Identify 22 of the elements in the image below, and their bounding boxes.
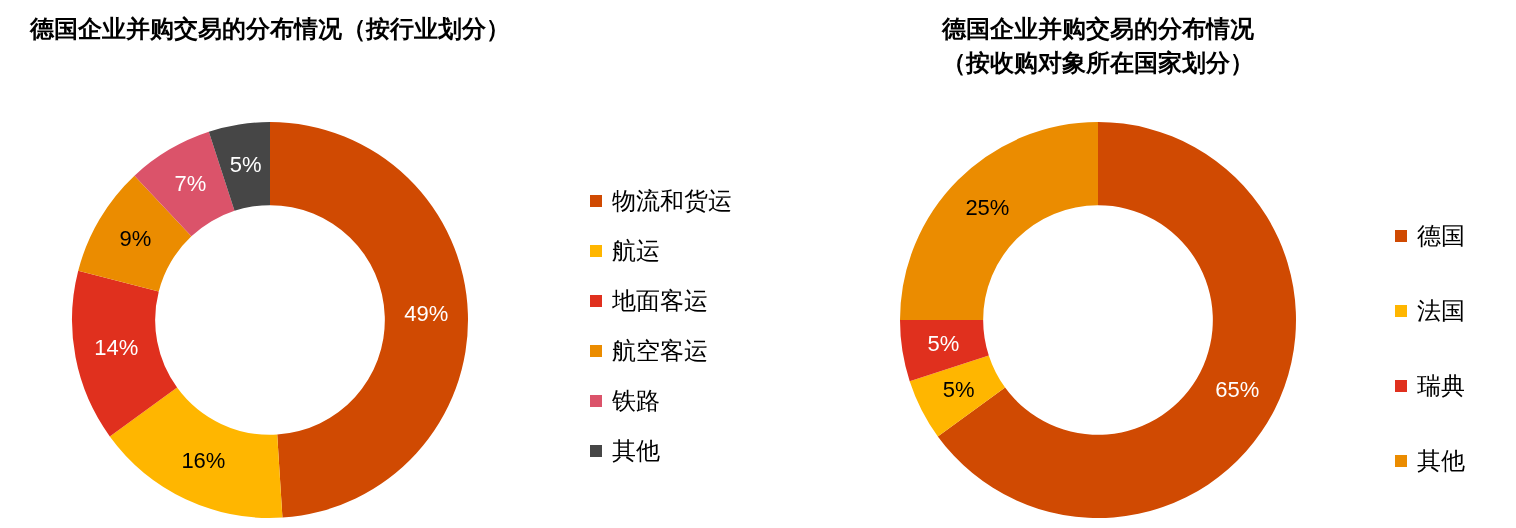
data-label: 5% — [229, 151, 262, 177]
data-label: 5% — [942, 377, 975, 403]
data-label: 5% — [927, 330, 960, 356]
legend-label: 其他 — [1417, 445, 1465, 476]
data-label: 7% — [174, 171, 207, 197]
data-label: 9% — [119, 226, 152, 252]
data-label: 14% — [94, 335, 139, 361]
legend-label: 地面客运 — [612, 286, 708, 316]
chart-title: 德国企业并购交易的分布情况（按行业划分） — [30, 14, 510, 44]
legend-label: 法国 — [1417, 295, 1465, 326]
chart-title: 德国企业并购交易的分布情况（按收购对象所在国家划分） — [940, 14, 1255, 78]
legend-label: 德国 — [1417, 220, 1465, 251]
data-label: 16% — [181, 447, 226, 473]
legend-label: 航运 — [612, 236, 660, 266]
data-label: 65% — [1215, 377, 1260, 403]
legend-label: 瑞典 — [1417, 370, 1465, 401]
data-label: 25% — [965, 195, 1010, 221]
legend-label: 铁路 — [612, 386, 660, 416]
legend-label: 航空客运 — [612, 336, 708, 366]
legend-label: 其他 — [612, 436, 660, 466]
legend-label: 物流和货运 — [612, 186, 732, 216]
data-label: 49% — [404, 301, 449, 327]
